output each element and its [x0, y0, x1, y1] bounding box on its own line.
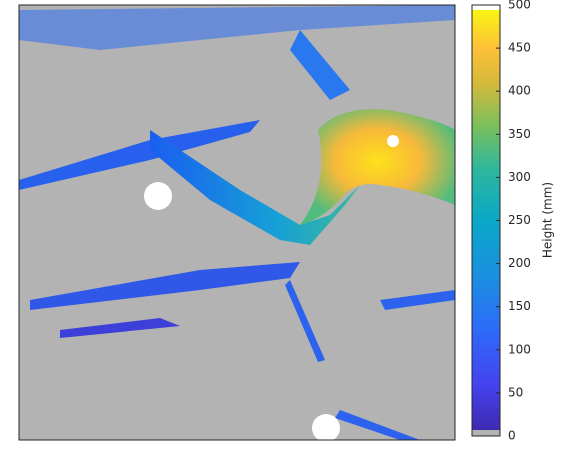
colorbar-tick-label: 150 — [508, 299, 531, 313]
colorbar-tick-label: 100 — [508, 342, 531, 356]
colorbar — [472, 5, 500, 436]
colorbar-tick-label: 350 — [508, 127, 531, 141]
colorbar-low — [472, 430, 500, 436]
missing-data — [387, 135, 399, 147]
colorbar-label: Height (mm) — [541, 182, 555, 258]
colorbar-tick-label: 300 — [508, 170, 531, 184]
colorbar-tick-label: 500 — [508, 0, 531, 12]
height-map — [19, 5, 455, 442]
colorbar-tick-label: 0 — [508, 429, 516, 443]
colorbar-tick-label: 450 — [508, 41, 531, 55]
missing-data — [312, 414, 340, 442]
map-background — [19, 5, 455, 440]
colorbar-tick-label: 400 — [508, 84, 531, 98]
colorbar-tick-label: 50 — [508, 385, 523, 399]
missing-data — [144, 182, 172, 210]
chart: Height (mm) 0 50 100 150 200 250 300 350 400 450 5… — [0, 0, 577, 447]
colorbar-high — [472, 5, 500, 10]
colorbar-tick-label: 200 — [508, 256, 531, 270]
colorbar-tick-label: 250 — [508, 213, 531, 227]
